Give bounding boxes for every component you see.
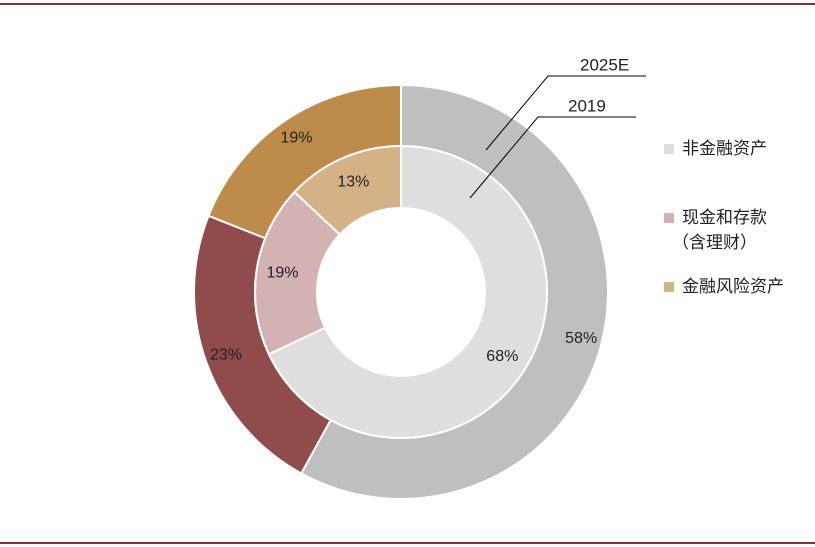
legend-label-financial-risk: 金融风险资产	[682, 277, 784, 296]
slice-2019-financial-risk[interactable]	[293, 144, 402, 236]
legend-label-non-financial: 非金融资产	[682, 139, 767, 158]
callout-line-2019	[469, 116, 636, 199]
data-label-2025E-financial-risk: 19%	[280, 130, 312, 147]
slices-group	[193, 83, 609, 500]
labels-group: 58% 23% 19% 68% 19% 13%	[210, 130, 597, 365]
callout-line-2025E	[485, 75, 646, 151]
legend-swatch-cash-deposits	[664, 213, 674, 223]
ring-label-2019: 2019	[568, 97, 606, 116]
slice-2019-non-financial[interactable]	[267, 144, 548, 439]
data-label-2025E-cash-deposits: 23%	[210, 347, 242, 364]
data-label-2019-financial-risk: 13%	[337, 173, 369, 190]
callout-group: 2025E 2019	[469, 56, 646, 199]
legend-label-cash-deposits: 现金和存款	[682, 208, 767, 227]
bottom-rule	[0, 542, 815, 544]
data-label-2019-cash-deposits: 19%	[266, 265, 298, 282]
legend-swatch-non-financial	[664, 144, 674, 154]
legend-swatch-financial-risk	[664, 282, 674, 292]
data-label-2019-non-financial: 68%	[486, 348, 518, 365]
legend-label-cash-deposits-line2: （含理财）	[672, 233, 757, 252]
data-label-2025E-non-financial: 58%	[565, 330, 597, 347]
ring-label-2025E: 2025E	[580, 56, 629, 75]
top-rule	[0, 3, 815, 5]
